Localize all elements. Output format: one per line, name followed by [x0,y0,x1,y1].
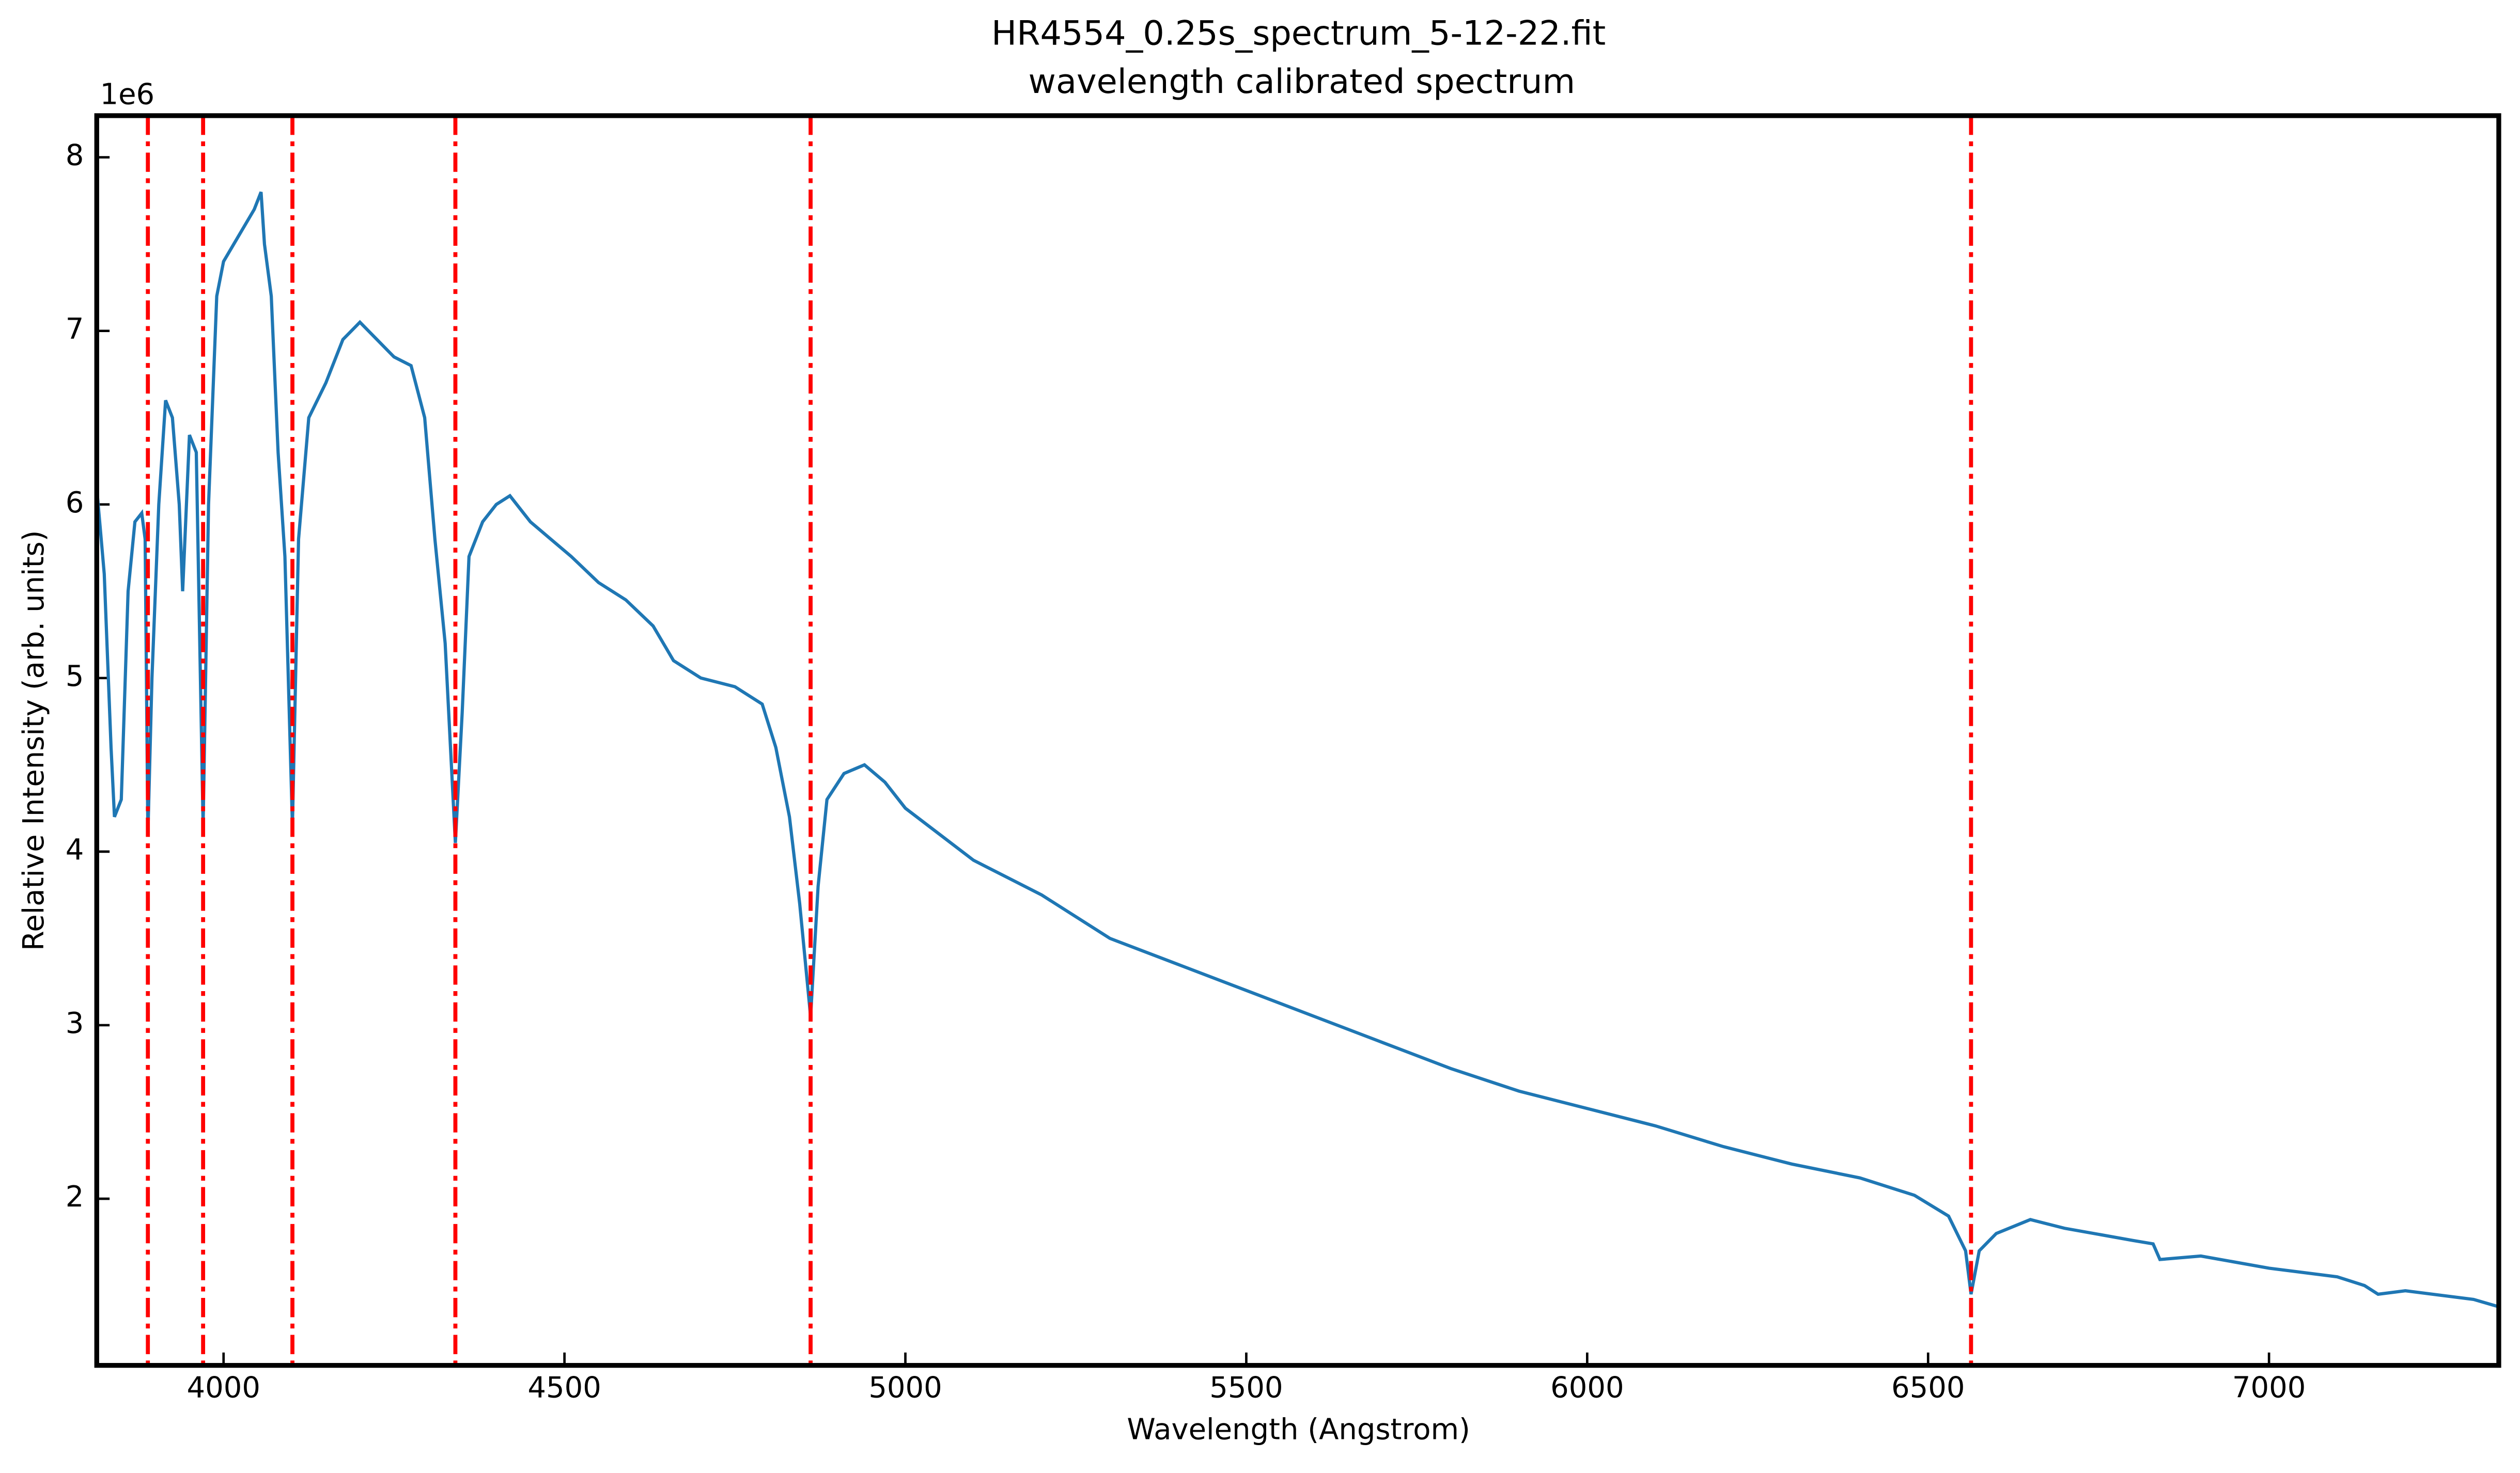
x-tick-label: 6500 [1891,1371,1965,1404]
y-axis-label: Relative Intensity (arb. units) [17,530,51,951]
x-tick-label: 6000 [1550,1371,1624,1404]
x-tick-label: 7000 [2232,1371,2306,1404]
x-tick-label: 5000 [868,1371,942,1404]
y-offset-label: 1e6 [100,78,154,112]
y-tick-label: 6 [66,486,84,520]
x-tick-label: 4500 [527,1371,601,1404]
chart-title: HR4554_0.25s_spectrum_5-12-22.fit [991,13,1606,53]
plot-frame [94,113,2501,1368]
y-tick-label: 5 [66,660,84,693]
y-tick-label: 8 [66,139,84,173]
y-tick-label: 4 [66,833,84,867]
y-tick-label: 3 [66,1007,84,1040]
y-tick-label: 7 [66,312,84,346]
x-tick-label: 5500 [1209,1371,1283,1404]
x-tick-label: 4000 [187,1371,260,1404]
chart-subtitle: wavelength calibrated spectrum [1029,62,1576,101]
y-tick-label: 2 [66,1180,84,1214]
x-axis-label: Wavelength (Angstrom) [1127,1413,1470,1446]
spectrum-line [96,191,2498,1308]
